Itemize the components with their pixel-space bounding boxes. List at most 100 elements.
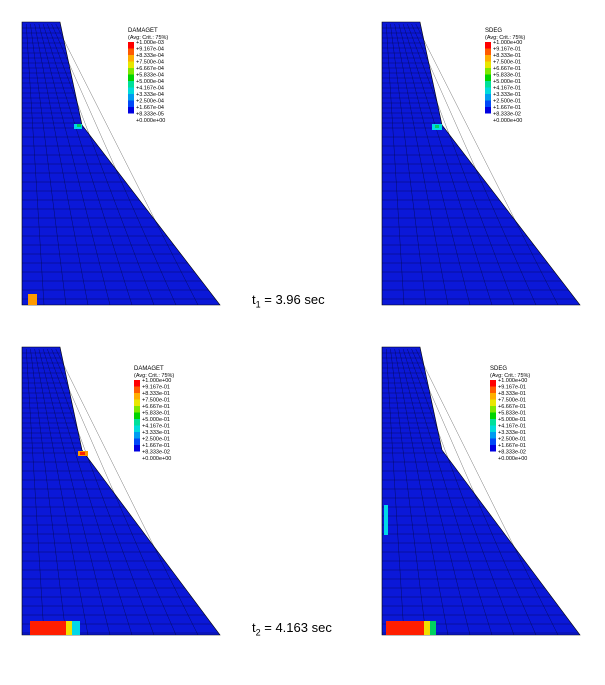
- legend-value: +1.000e+00: [142, 378, 171, 384]
- legend-swatch: [128, 42, 134, 49]
- legend-value: +5.833e-01: [498, 411, 526, 417]
- legend-swatch: [128, 61, 134, 68]
- damage-spots: [28, 124, 82, 305]
- mesh-lines: [22, 23, 216, 306]
- legend-swatch: [485, 100, 491, 107]
- legend-swatch: [485, 107, 491, 114]
- legend-swatch: [490, 432, 496, 439]
- legend-swatch: [485, 48, 491, 55]
- legend-swatch: [485, 74, 491, 81]
- legend-value: +5.000e-01: [142, 417, 170, 423]
- legend-value: +5.833e-01: [142, 411, 170, 417]
- legend-value: +3.333e-01: [493, 92, 521, 98]
- legend-swatch: [128, 74, 134, 81]
- legend-swatch: [485, 61, 491, 68]
- legend-value: +9.167e-01: [493, 47, 521, 53]
- legend-swatch: [134, 386, 140, 393]
- legend-swatch: [128, 81, 134, 88]
- legend-swatch: [128, 94, 134, 101]
- legend-swatch: [490, 419, 496, 426]
- dam-contour-plot: DAMAGET(Avg: Crit.: 75%)+1.000e-03+9.167…: [21, 21, 221, 306]
- legend-value: +4.167e-01: [493, 86, 521, 92]
- legend-swatch: [490, 406, 496, 413]
- legend-value: +8.333e-02: [142, 450, 170, 456]
- damage-spots: [432, 124, 442, 130]
- legend-value: +6.667e-01: [493, 66, 521, 72]
- legend-swatch: [134, 406, 140, 413]
- legend-value: +3.333e-01: [142, 430, 170, 436]
- legend-value: +0.000e+00: [498, 456, 527, 462]
- legend-subtitle: (Avg: Crit.: 75%): [485, 35, 525, 41]
- legend-value: +0.000e+00: [142, 456, 171, 462]
- legend-value: +8.333e-01: [142, 391, 170, 397]
- legend-value: +4.167e-01: [142, 424, 170, 430]
- legend-title: DAMAGET: [134, 366, 164, 372]
- legend-title: SDEG: [485, 28, 502, 34]
- legend-value: +8.333e-02: [498, 450, 526, 456]
- legend-subtitle: (Avg: Crit.: 75%): [128, 35, 168, 41]
- legend-value: +1.000e-03: [136, 40, 164, 46]
- legend-swatch: [134, 399, 140, 406]
- legend-value: +4.167e-04: [136, 86, 164, 92]
- legend-value: +9.167e-01: [142, 385, 170, 391]
- legend-value: +1.667e-01: [493, 105, 521, 111]
- legend-value: +2.500e-04: [136, 99, 164, 105]
- panel-sdeg-t2: SDEG (Avg: Crit.: 75%) +1.000e+00 +9.167e-0…: [380, 345, 605, 640]
- legend-swatch: [490, 425, 496, 432]
- legend-swatch: [128, 68, 134, 75]
- legend-value: +1.667e-01: [498, 443, 526, 449]
- legend-value: +5.833e-01: [493, 73, 521, 79]
- legend-swatch: [128, 107, 134, 114]
- legend-value: +7.500e-01: [498, 398, 526, 404]
- legend-value: +3.333e-04: [136, 92, 164, 98]
- legend-swatch: [485, 55, 491, 62]
- legend-swatch: [485, 81, 491, 88]
- legend-swatch: [134, 419, 140, 426]
- legend: DAMAGET(Avg: Crit.: 75%)+1.000e-03+9.167…: [128, 28, 168, 124]
- legend-swatch: [134, 425, 140, 432]
- mesh-lines: [22, 348, 219, 636]
- legend-swatch: [485, 87, 491, 94]
- legend-value: +0.000e+00: [493, 118, 522, 124]
- legend-value: +7.500e-01: [493, 60, 521, 66]
- legend-swatch: [490, 412, 496, 419]
- damage-spots: [384, 505, 436, 635]
- mesh-lines: [382, 23, 576, 306]
- legend-value: +8.333e-02: [493, 112, 521, 118]
- legend-value: +4.167e-01: [498, 424, 526, 430]
- legend-value: +1.000e+00: [493, 40, 522, 46]
- legend-title: SDEG: [490, 366, 507, 372]
- legend-title: DAMAGET: [128, 28, 158, 34]
- legend-value: +6.667e-01: [142, 404, 170, 410]
- time-label-t1: t1 = 3.96 sec: [252, 292, 325, 310]
- legend-value: +9.167e-04: [136, 47, 164, 53]
- legend-swatch: [128, 87, 134, 94]
- legend-value: +6.667e-01: [498, 404, 526, 410]
- legend-swatch: [490, 399, 496, 406]
- legend-value: +9.167e-01: [498, 385, 526, 391]
- legend-subtitle: (Avg: Crit.: 75%): [490, 373, 530, 379]
- legend-swatch: [134, 438, 140, 445]
- panel-damaget-t1: DAMAGET (Avg: Crit.: 75%) +1.000e-03 +9.167…: [20, 20, 260, 310]
- legend-value: +2.500e-01: [498, 437, 526, 443]
- dam-body: [21, 21, 221, 306]
- legend-value: +3.333e-01: [498, 430, 526, 436]
- legend-value: +5.000e-01: [498, 417, 526, 423]
- legend-value: +5.833e-04: [136, 73, 164, 79]
- legend-value: +8.333e-01: [498, 391, 526, 397]
- legend-swatch: [485, 68, 491, 75]
- dam-contour-plot: SDEG(Avg: Crit.: 75%)+1.000e+00+9.167e-0…: [381, 21, 581, 306]
- legend-value: +7.500e-04: [136, 60, 164, 66]
- legend-swatch: [134, 380, 140, 387]
- legend-value: +5.000e-01: [493, 79, 521, 85]
- legend-value: +8.333e-01: [493, 53, 521, 59]
- legend: DAMAGET(Avg: Crit.: 75%)+1.000e+00+9.167…: [134, 366, 174, 462]
- legend-value: +8.333e-05: [136, 112, 164, 118]
- legend-value: +2.500e-01: [142, 437, 170, 443]
- legend-swatch: [134, 412, 140, 419]
- legend-subtitle: (Avg: Crit.: 75%): [134, 373, 174, 379]
- mesh-lines: [382, 348, 579, 636]
- legend: SDEG(Avg: Crit.: 75%)+1.000e+00+9.167e-0…: [490, 366, 530, 462]
- legend-value: +8.333e-04: [136, 53, 164, 59]
- legend-swatch: [485, 94, 491, 101]
